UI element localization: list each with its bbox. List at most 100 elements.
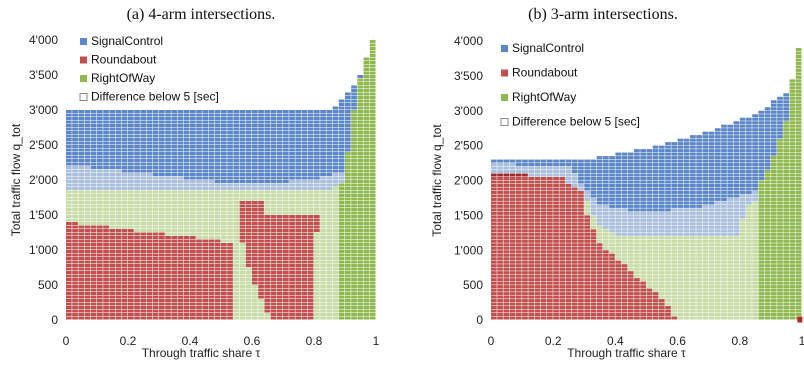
heatmap-cell (658, 257, 665, 261)
heatmap-cell (534, 180, 541, 184)
heatmap-cell (183, 246, 190, 250)
heatmap-cell (72, 131, 78, 134)
heatmap-cell (652, 236, 659, 240)
heatmap-cell (515, 163, 522, 167)
heatmap-cell (208, 306, 215, 309)
heatmap-cell (264, 257, 271, 260)
heatmap-cell (596, 225, 603, 229)
heatmap-cell (590, 170, 597, 174)
heatmap-cell (252, 152, 258, 155)
heatmap-cell (369, 257, 376, 260)
heatmap-cell (128, 155, 134, 159)
heatmap-cell (134, 309, 140, 313)
heatmap-cell (369, 131, 376, 134)
heatmap-cell (332, 236, 339, 239)
heatmap-cell (103, 271, 109, 274)
heatmap-cell (171, 288, 178, 292)
heatmap-cell (177, 257, 184, 260)
heatmap-cell (283, 134, 289, 138)
heatmap-cell (202, 215, 209, 218)
heatmap-cell (690, 267, 696, 271)
heatmap-cell (159, 152, 165, 155)
heatmap-cell (239, 113, 246, 117)
heatmap-cell (196, 162, 202, 166)
heatmap-cell (696, 274, 702, 278)
heatmap-cell (708, 149, 715, 153)
heatmap-cell (307, 127, 314, 131)
heatmap-cell (578, 281, 584, 285)
heatmap-cell (109, 218, 116, 222)
heatmap-cell (165, 190, 171, 194)
heatmap-cell (233, 197, 240, 201)
heatmap-cell (72, 250, 78, 253)
heatmap-cell (307, 257, 314, 260)
heatmap-cell (78, 141, 85, 145)
heatmap-cell (326, 267, 333, 271)
heatmap-cell (515, 250, 522, 254)
heatmap-cell (658, 218, 665, 222)
heatmap-cell (214, 274, 221, 278)
heatmap-cell (301, 232, 308, 236)
heatmap-cell (696, 309, 702, 313)
heatmap-cell (357, 267, 364, 271)
heatmap-cell (208, 208, 215, 211)
heatmap-cell (714, 131, 721, 135)
heatmap-cell (196, 236, 202, 239)
heatmap-cell (559, 229, 566, 233)
heatmap-cell (233, 250, 240, 253)
heatmap-cell (66, 271, 72, 274)
heatmap-cell (357, 124, 364, 127)
heatmap-cell (540, 246, 547, 250)
heatmap-cell (690, 170, 696, 174)
heatmap-cell (221, 225, 227, 229)
heatmap-cell (115, 309, 122, 313)
heatmap-cell (491, 257, 497, 261)
heatmap-cell (66, 190, 72, 194)
heatmap-cell (351, 92, 357, 96)
heatmap-cell (522, 299, 528, 303)
heatmap-cell (289, 253, 295, 257)
heatmap-cell (140, 148, 147, 152)
heatmap-cell (602, 232, 609, 236)
heatmap-cell (264, 124, 271, 127)
heatmap-cell (640, 309, 646, 313)
heatmap-cell (146, 281, 153, 285)
heatmap-cell (708, 229, 715, 233)
heatmap-cell (233, 229, 240, 232)
heatmap-cell (245, 120, 252, 124)
heatmap-cell (307, 313, 314, 316)
heatmap-cell (109, 246, 116, 250)
heatmap-cell (84, 187, 91, 190)
heatmap-cell (78, 236, 85, 239)
heatmap-cell (221, 183, 227, 187)
heatmap-cell (677, 299, 684, 303)
heatmap-cell (696, 183, 702, 187)
heatmap-cell (683, 197, 690, 201)
heatmap-cell (128, 236, 134, 239)
heatmap-cell (140, 183, 147, 187)
heatmap-cell (152, 313, 159, 316)
heatmap-cell (546, 264, 553, 268)
heatmap-cell (314, 155, 320, 159)
heatmap-cell (202, 141, 209, 145)
heatmap-cell (671, 163, 678, 167)
heatmap-cell (615, 302, 622, 306)
heatmap-cell (727, 250, 734, 254)
heatmap-cell (677, 281, 684, 285)
heatmap-cell (338, 120, 345, 124)
heatmap-cell (152, 267, 159, 271)
heatmap-cell (609, 246, 615, 250)
heatmap-cell (546, 246, 553, 250)
heatmap-cell (90, 271, 97, 274)
heatmap-cell (221, 148, 227, 152)
heatmap-cell (252, 159, 258, 162)
heatmap-cell (239, 127, 246, 131)
heatmap-cell (301, 117, 308, 120)
heatmap-cell (727, 299, 734, 303)
heatmap-cell (559, 197, 566, 201)
heatmap-cell (109, 211, 116, 215)
heatmap-cell (258, 257, 264, 260)
heatmap-cell (708, 285, 715, 289)
heatmap-cell (177, 271, 184, 274)
heatmap-cell (683, 243, 690, 247)
